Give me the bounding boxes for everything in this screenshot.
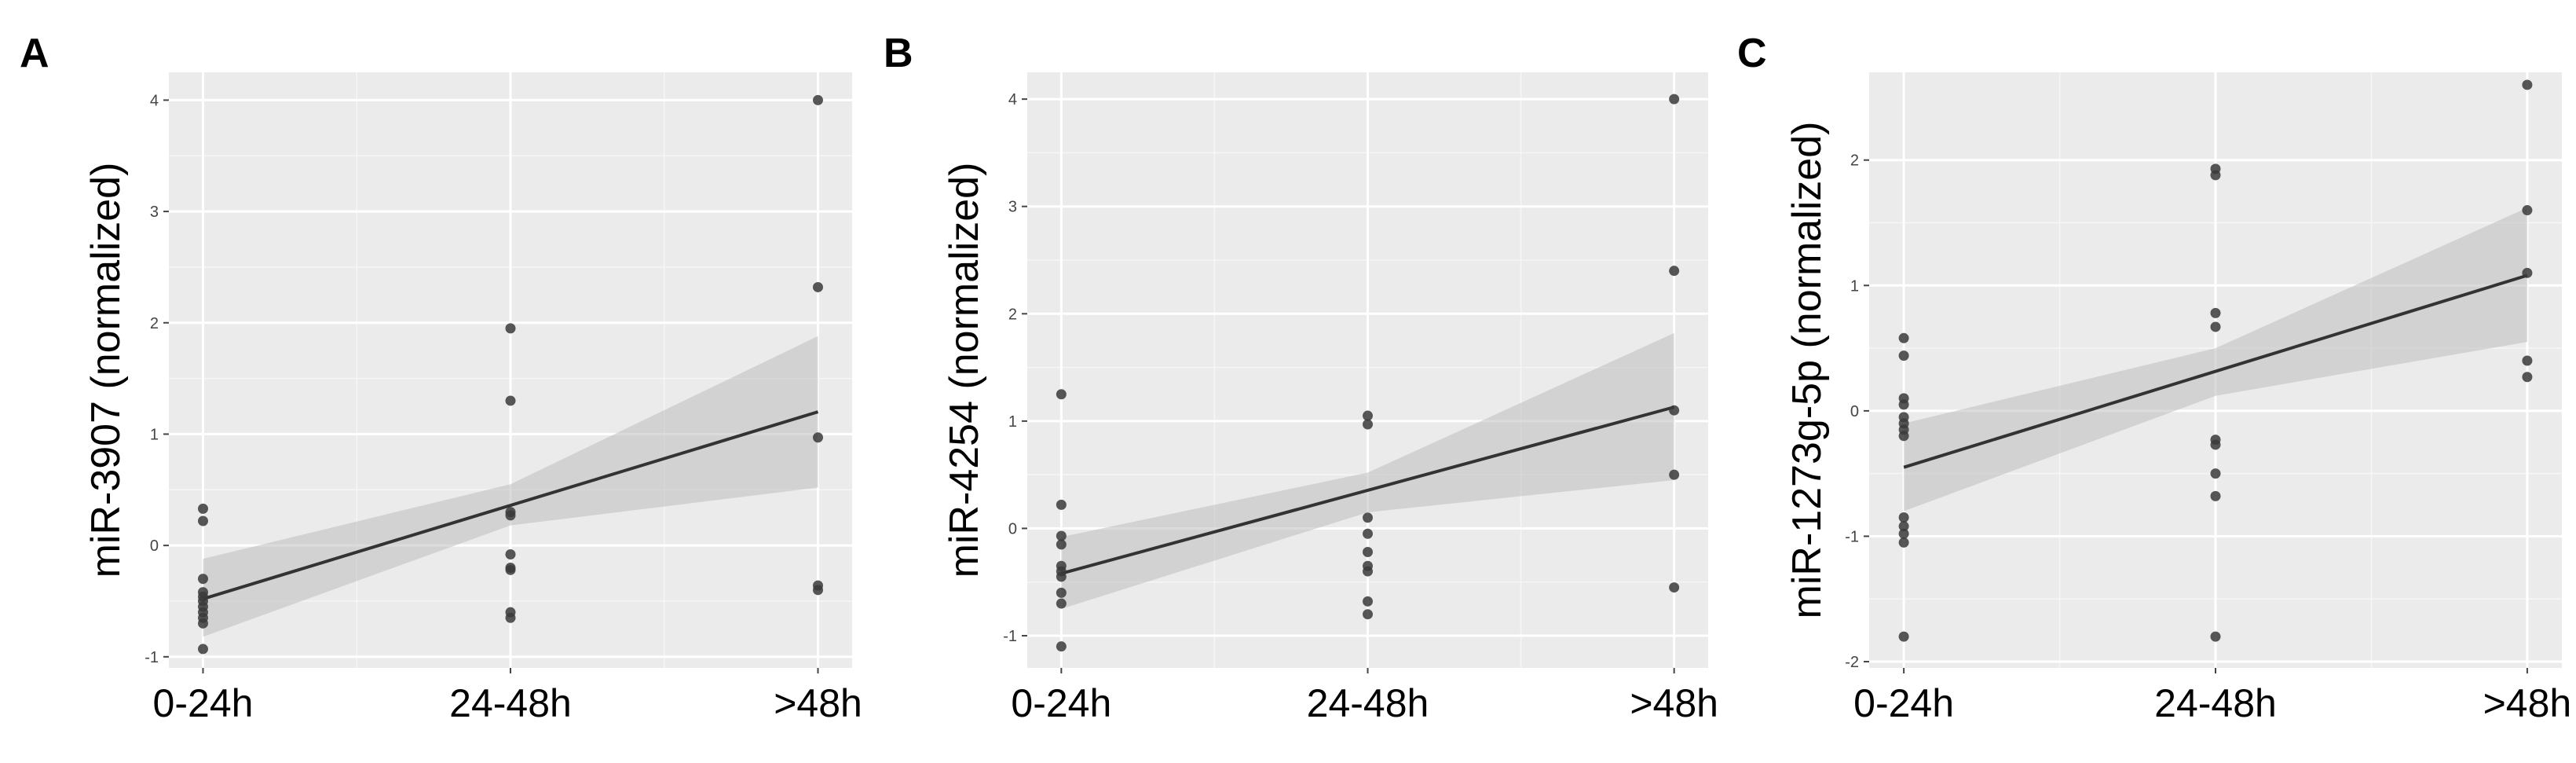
x-tick-label: 24-48h (1307, 681, 1429, 725)
x-tick-label: 0-24h (1853, 681, 1954, 725)
y-tick-label: 4 (1008, 91, 1017, 108)
data-point (505, 510, 516, 521)
data-point (1056, 587, 1067, 598)
data-point (1363, 566, 1373, 577)
data-point (2210, 490, 2221, 501)
y-tick-label: 2 (1850, 152, 1859, 170)
data-point (505, 612, 516, 623)
data-point (1056, 389, 1067, 400)
data-point (1669, 582, 1680, 593)
data-point (1363, 528, 1373, 539)
y-tick-label: 0 (150, 537, 159, 555)
data-point (1363, 419, 1373, 430)
y-tick-label: -1 (145, 649, 159, 666)
data-point (2210, 631, 2221, 642)
y-tick-label: -2 (1845, 654, 1859, 671)
chart-panel-a: -1 0 1 2 3 4 0-24h 24-48h >48h miR-3907 (normaliz… (20, 31, 862, 725)
data-point (1056, 530, 1067, 541)
data-point (813, 94, 823, 105)
data-point (505, 548, 516, 559)
y-tick-label: 1 (1850, 277, 1859, 295)
data-point (1363, 596, 1373, 607)
regression-line (1060, 405, 1675, 575)
data-point (2522, 79, 2533, 90)
data-point (2522, 267, 2533, 278)
y-tick-label: 0 (1850, 403, 1859, 420)
data-point (1898, 512, 1909, 523)
data-point (1898, 631, 1909, 642)
data-point (1056, 571, 1067, 582)
confidence-band (203, 336, 818, 637)
regression-line (202, 410, 819, 601)
data-point (2210, 321, 2221, 332)
data-point (1669, 469, 1680, 480)
data-point (1898, 431, 1909, 442)
y-axis-label: miR-3907 (normalized) (83, 163, 129, 578)
y-axis-label: miR-4254 (normalized) (942, 163, 987, 578)
y-tick-label: 2 (1008, 306, 1017, 323)
y-tick-label: -1 (1003, 628, 1017, 645)
confidence-band (1904, 207, 2527, 512)
data-point (2210, 439, 2221, 450)
data-point (813, 281, 823, 292)
y-tick-label: 2 (150, 315, 159, 332)
confidence-band (1061, 332, 1674, 609)
data-point (1898, 521, 1909, 532)
y-tick-label: 0 (1008, 520, 1017, 537)
data-point (198, 503, 208, 514)
x-tick-label: >48h (2483, 681, 2572, 725)
y-tick-label: 3 (1008, 199, 1017, 216)
data-point (1056, 641, 1067, 652)
panel-letter: B (884, 31, 913, 76)
data-point (1056, 598, 1067, 609)
data-point (1669, 266, 1680, 277)
data-point (1363, 546, 1373, 557)
data-point (1898, 399, 1909, 410)
data-point (1669, 405, 1680, 416)
data-point (1898, 537, 1909, 548)
data-point (2210, 170, 2221, 181)
data-point (1056, 499, 1067, 510)
x-tick-label: >48h (774, 681, 862, 725)
data-point (505, 395, 516, 406)
data-point (198, 574, 208, 585)
data-point (505, 323, 516, 334)
chart-panel-b: -1 0 1 2 3 4 0-24h 24-48h >48h miR-4254 (normaliz… (884, 31, 1718, 725)
data-point (1898, 350, 1909, 361)
x-tick-label: 24-48h (2154, 681, 2277, 725)
data-point (813, 432, 823, 443)
data-point (505, 564, 516, 575)
data-point (1363, 512, 1373, 523)
y-tick-label: -1 (1845, 528, 1859, 545)
regression-line (1903, 273, 2528, 469)
data-point (198, 644, 208, 655)
data-point (1363, 410, 1373, 421)
data-point (1898, 332, 1909, 343)
data-point (198, 618, 208, 629)
panel-letter: A (20, 31, 49, 76)
y-axis-label: miR-1273g-5p (normalized) (1784, 122, 1830, 619)
data-point (1363, 609, 1373, 620)
y-tick-label: 1 (1008, 413, 1017, 431)
data-point (2210, 468, 2221, 479)
x-tick-label: >48h (1630, 681, 1718, 725)
data-point (2522, 372, 2533, 383)
data-point (813, 585, 823, 596)
data-point (2210, 307, 2221, 318)
y-tick-label: 1 (150, 426, 159, 443)
y-tick-label: 4 (150, 92, 159, 109)
data-point (2522, 205, 2533, 216)
data-point (1669, 94, 1680, 105)
x-tick-label: 0-24h (1011, 681, 1111, 725)
data-point (1898, 528, 1909, 539)
y-tick-label: 3 (150, 204, 159, 221)
data-point (1056, 539, 1067, 550)
chart-panel-c: -2 -1 0 1 2 0-24h 24-48h >48h miR-1273g-5p (norm… (1737, 31, 2571, 725)
x-tick-label: 0-24h (153, 681, 254, 725)
x-tick-label: 24-48h (449, 681, 572, 725)
data-point (2522, 355, 2533, 366)
panel-letter: C (1737, 31, 1767, 76)
data-point (198, 515, 208, 526)
